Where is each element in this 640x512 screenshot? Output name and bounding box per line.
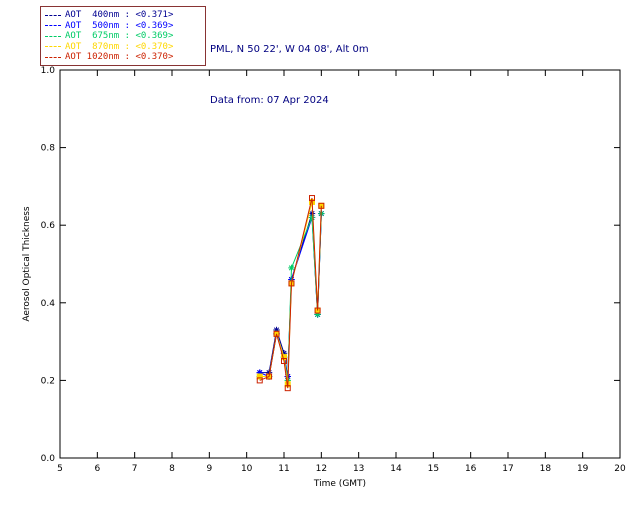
- station-info: PML, N 50 22', W 04 08', Alt 0m: [210, 44, 369, 55]
- x-tick-label: 9: [206, 464, 212, 474]
- legend-entry-label: AOT 1020nm : <0.370>: [65, 52, 174, 62]
- y-tick-label: 0.6: [41, 221, 56, 231]
- x-tick-label: 7: [132, 464, 138, 474]
- legend-entry-label: AOT 500nm : <0.369>: [65, 20, 174, 31]
- x-tick-label: 14: [390, 464, 402, 474]
- x-tick-label: 15: [428, 464, 439, 474]
- x-tick-label: 12: [316, 464, 327, 474]
- legend-entry-675nm: AOT 675nm : <0.369>: [45, 31, 201, 42]
- y-tick-label: 0.8: [41, 144, 56, 154]
- series-aot-1020nm: [256, 195, 325, 392]
- x-tick-label: 11: [278, 464, 289, 474]
- legend-box: AOT 400nm : <0.371> AOT 500nm : <0.369> …: [40, 6, 206, 66]
- legend-entry-label: AOT 675nm : <0.369>: [65, 31, 174, 41]
- x-tick-label: 19: [577, 464, 589, 474]
- line-sample-500nm-icon: [45, 25, 61, 27]
- x-tick-label: 6: [94, 464, 100, 474]
- y-tick-label: 1.0: [41, 66, 56, 76]
- legend-entry-400nm: AOT 400nm : <0.371>: [45, 10, 201, 21]
- legend-entry-label: AOT 400nm : <0.371>: [65, 10, 174, 20]
- series-line: [259, 197, 322, 389]
- y-axis-label: Aerosol Optical Thickness: [22, 206, 32, 322]
- x-tick-label: 18: [540, 464, 552, 474]
- x-tick-label: 20: [614, 464, 626, 474]
- x-axis-ticks: 5 6 7 8 9 10 11 12 13 14 15 16 17 18 19 20: [57, 70, 626, 474]
- legend-entry-1020nm: AOT 1020nm : <0.370>: [45, 52, 201, 63]
- plot-frame: [59, 69, 621, 459]
- x-tick-label: 17: [502, 464, 513, 474]
- date-info: Data from: 07 Apr 2024: [210, 95, 329, 106]
- x-tick-label: 10: [241, 464, 253, 474]
- x-tick-label: 13: [353, 464, 364, 474]
- x-axis-label: Time (GMT): [313, 479, 367, 489]
- line-sample-400nm-icon: [45, 14, 61, 16]
- x-tick-label: 16: [465, 464, 477, 474]
- x-tick-label: 5: [57, 464, 63, 474]
- header-info: PML, N 50 22', W 04 08', Alt 0m Data fro…: [210, 7, 369, 143]
- legend-entry-870nm: AOT 870nm : <0.370>: [45, 42, 201, 53]
- x-tick-label: 8: [169, 464, 175, 474]
- y-axis-ticks: 0.0 0.2 0.4 0.6 0.8 1.0: [41, 66, 620, 464]
- y-tick-label: 0.0: [41, 454, 56, 464]
- y-tick-label: 0.4: [41, 299, 56, 309]
- legend-entry-500nm: AOT 500nm : <0.369>: [45, 21, 201, 32]
- legend-entry-label: AOT 870nm : <0.370>: [65, 41, 174, 52]
- line-sample-870nm-icon: [45, 46, 61, 48]
- y-tick-label: 0.2: [41, 376, 55, 386]
- line-sample-1020nm-icon: [45, 56, 61, 58]
- line-sample-675nm-icon: [45, 35, 61, 37]
